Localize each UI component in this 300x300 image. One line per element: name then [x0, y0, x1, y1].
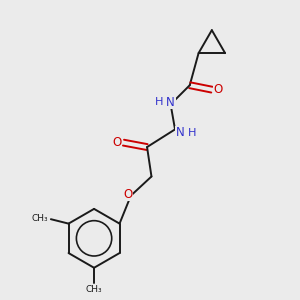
Text: O: O — [214, 83, 223, 96]
Text: H: H — [155, 97, 164, 107]
Text: H: H — [188, 128, 197, 138]
Text: O: O — [112, 136, 122, 149]
Text: O: O — [123, 188, 133, 201]
Text: N: N — [176, 126, 185, 140]
Text: N: N — [166, 95, 175, 109]
Text: CH₃: CH₃ — [32, 214, 49, 223]
Text: CH₃: CH₃ — [86, 285, 102, 294]
